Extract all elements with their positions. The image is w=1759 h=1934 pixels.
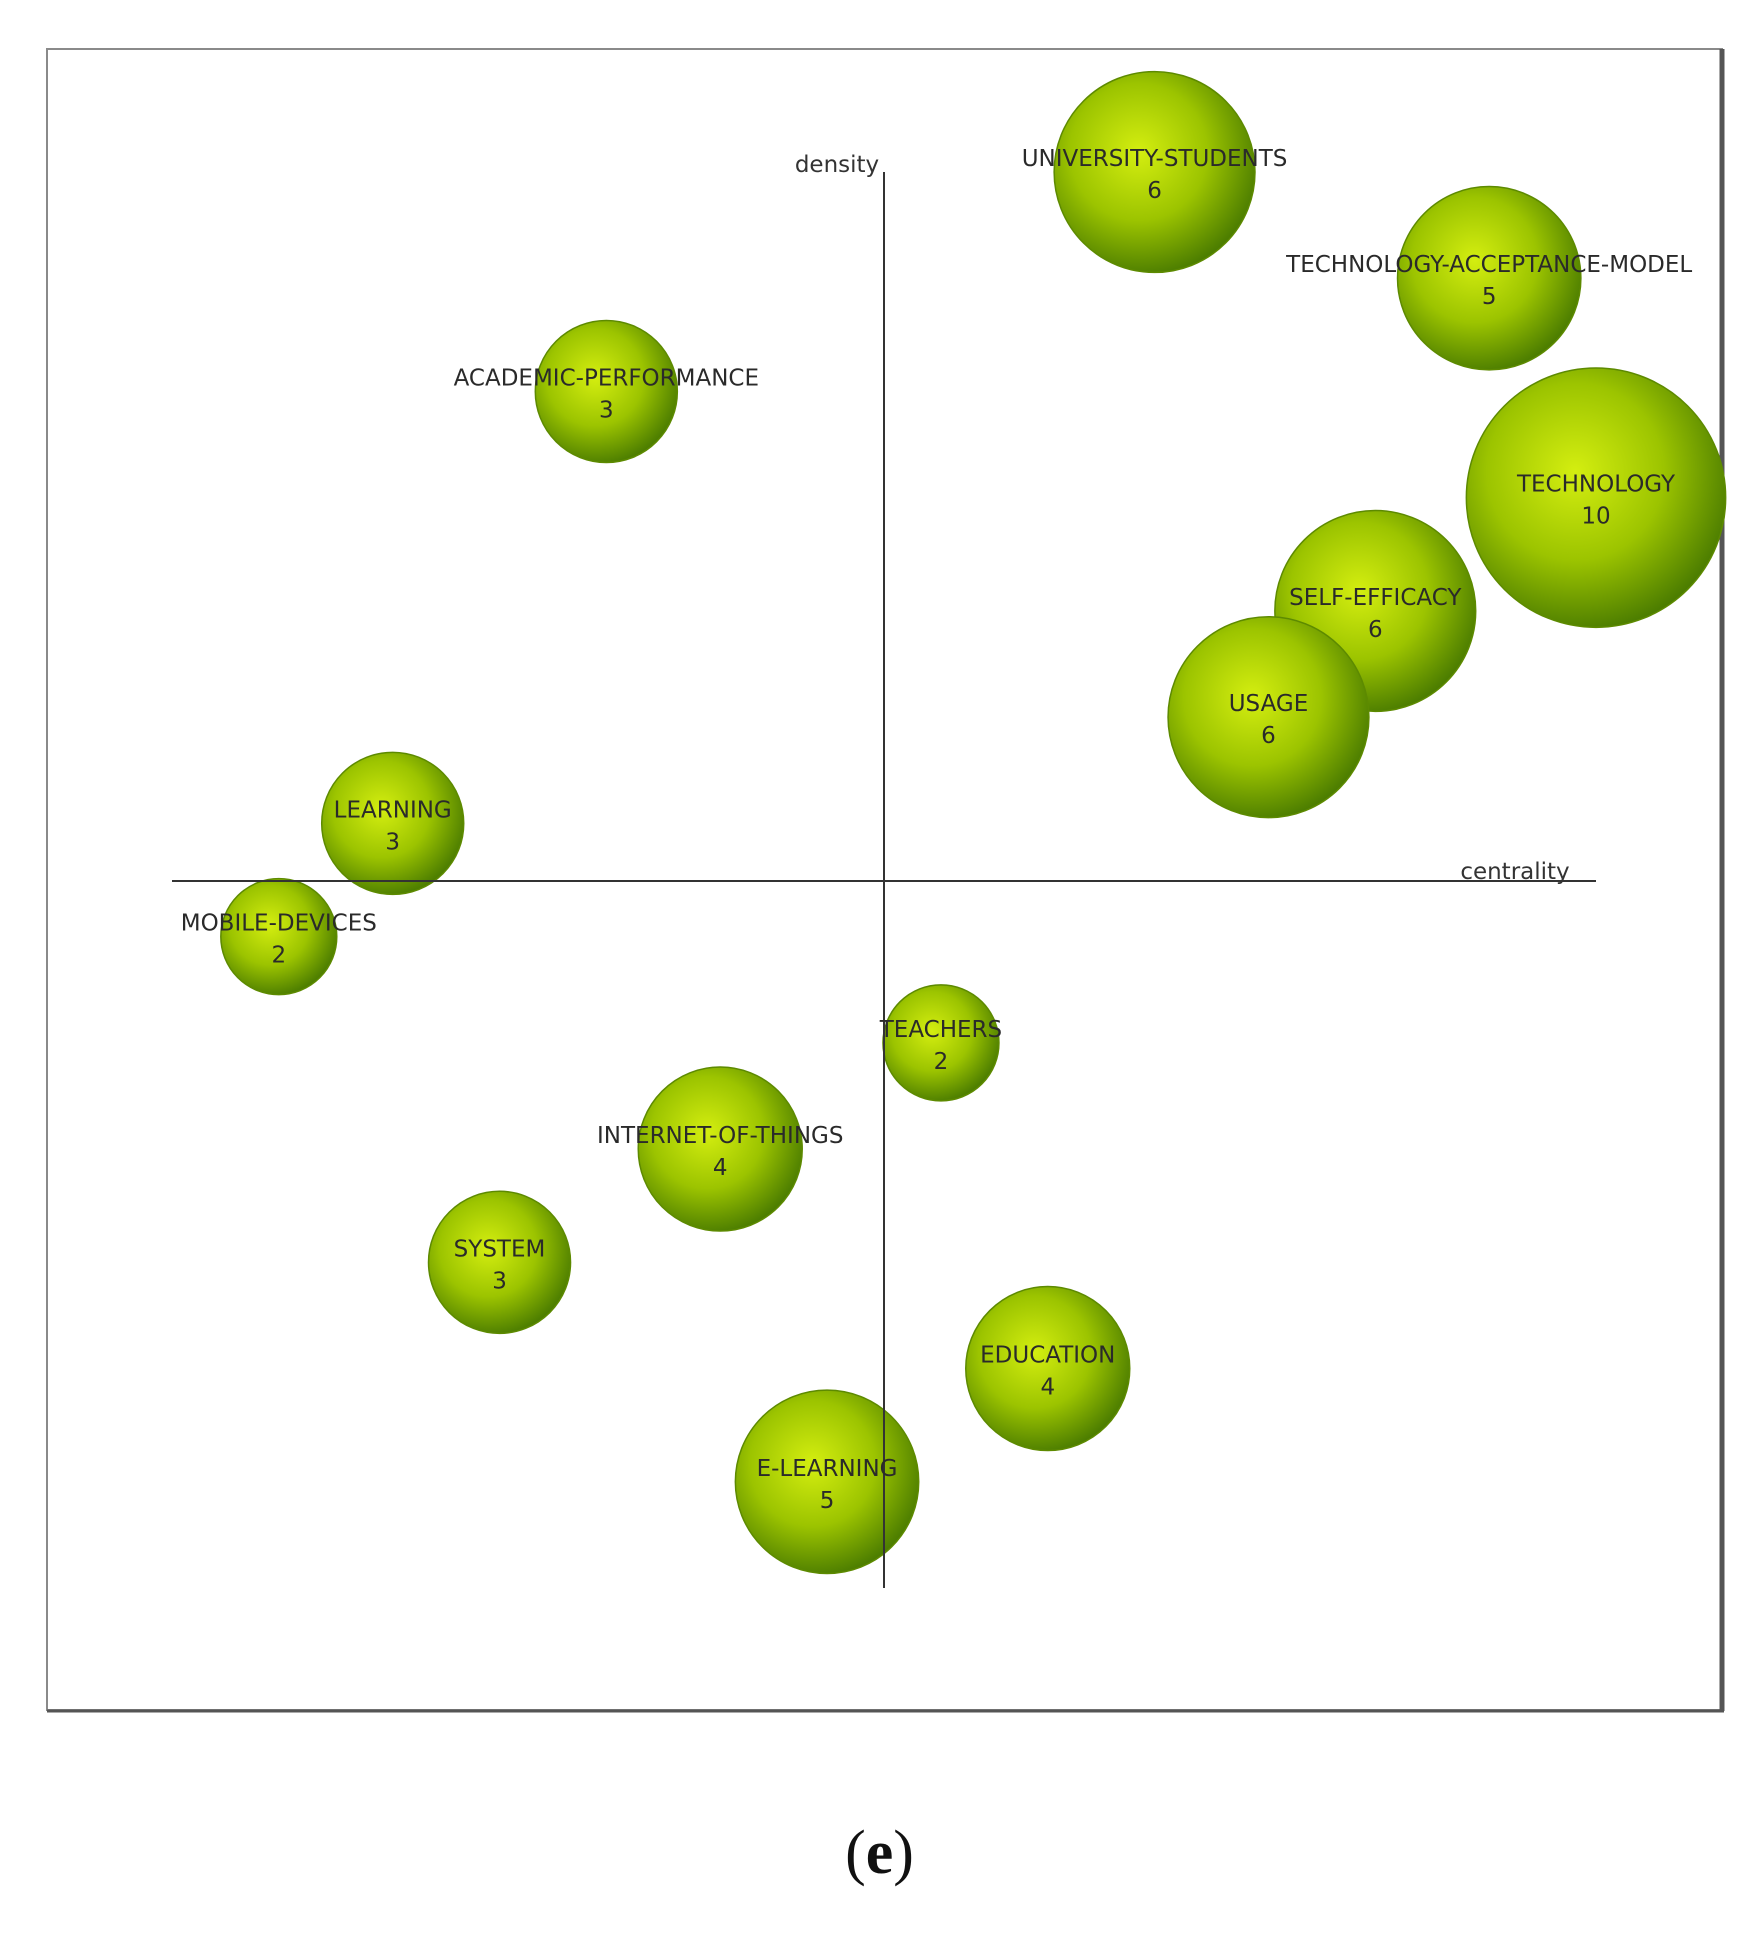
bubble-value-technology-acceptance-model: 5 xyxy=(1482,284,1497,310)
bubble-label-technology: TECHNOLOGY xyxy=(1516,472,1676,498)
bubble-value-system: 3 xyxy=(492,1268,507,1294)
bubble-label-system: SYSTEM xyxy=(454,1236,546,1262)
caption-close-paren: ) xyxy=(893,1819,914,1887)
figure-caption: (e) xyxy=(0,1818,1759,1889)
bubble-label-technology-acceptance-model: TECHNOLOGY-ACCEPTANCE-MODEL xyxy=(1285,252,1692,278)
bubble-e-learning xyxy=(734,1389,920,1575)
bubble-label-mobile-devices: MOBILE-DEVICES xyxy=(181,911,377,937)
bubble-academic-performance xyxy=(534,319,679,464)
bubble-layer xyxy=(220,70,1727,1575)
strategic-diagram: density centrality UNIVERSITY-STUDENTS 6 T… xyxy=(46,48,1727,1713)
bubble-internet-of-things xyxy=(637,1066,803,1232)
bubble-label-education: EDUCATION xyxy=(980,1343,1115,1369)
bubble-value-technology: 10 xyxy=(1581,504,1610,530)
bubble-education xyxy=(965,1285,1131,1452)
x-axis-label: centrality xyxy=(1460,859,1569,885)
bubble-learning xyxy=(320,751,465,896)
bubble-university-students xyxy=(1053,70,1256,274)
bubble-value-university-students: 6 xyxy=(1147,178,1162,204)
bubble-label-teachers: TEACHERS xyxy=(879,1017,1002,1043)
caption-open-paren: ( xyxy=(845,1819,866,1887)
bubble-mobile-devices xyxy=(220,877,338,996)
bubble-value-mobile-devices: 2 xyxy=(271,943,286,969)
caption-letter: e xyxy=(865,1819,894,1887)
bubble-label-self-efficacy: SELF-EFFICACY xyxy=(1289,585,1462,611)
bubble-value-learning: 3 xyxy=(385,829,400,855)
bubble-technology-acceptance-model xyxy=(1396,185,1582,371)
bubble-value-self-efficacy: 6 xyxy=(1368,617,1383,643)
bubble-value-teachers: 2 xyxy=(934,1049,949,1075)
bubble-label-academic-performance: ACADEMIC-PERFORMANCE xyxy=(454,365,759,391)
y-axis-label: density xyxy=(795,152,879,178)
bubble-value-academic-performance: 3 xyxy=(599,397,614,423)
bubble-label-learning: LEARNING xyxy=(334,797,452,823)
bubble-system xyxy=(427,1190,572,1335)
label-layer: UNIVERSITY-STUDENTS 6 TECHNOLOGY-ACCEPTANC… xyxy=(181,146,1693,1514)
bubble-value-usage: 6 xyxy=(1261,723,1276,749)
bubble-label-e-learning: E-LEARNING xyxy=(757,1456,898,1482)
bubble-value-e-learning: 5 xyxy=(820,1488,835,1514)
bubble-technology xyxy=(1465,367,1727,629)
bubble-teachers xyxy=(882,984,1000,1102)
bubble-label-internet-of-things: INTERNET-OF-THINGS xyxy=(597,1123,843,1149)
bubble-value-education: 4 xyxy=(1040,1375,1055,1401)
bubble-label-university-students: UNIVERSITY-STUDENTS xyxy=(1022,146,1288,172)
bubble-value-internet-of-things: 4 xyxy=(713,1155,728,1181)
bubble-label-usage: USAGE xyxy=(1229,691,1309,717)
bubble-usage xyxy=(1167,615,1370,819)
